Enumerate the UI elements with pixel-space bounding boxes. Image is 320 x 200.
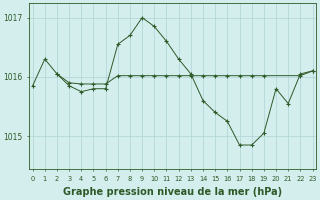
X-axis label: Graphe pression niveau de la mer (hPa): Graphe pression niveau de la mer (hPa) <box>63 187 282 197</box>
